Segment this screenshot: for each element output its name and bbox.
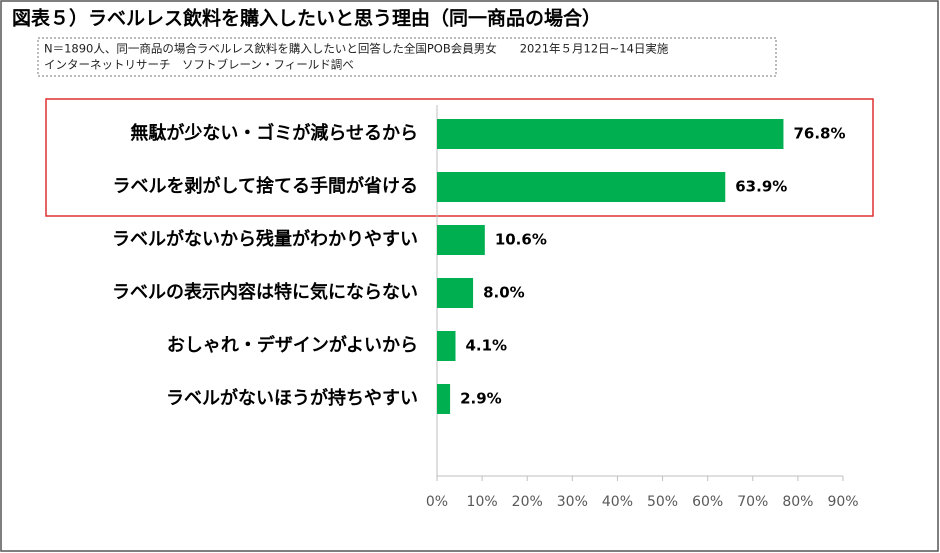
note: N＝1890人、同一商品の場合ラベルレス飲料を購入したいと回答した全国POB会員…	[44, 42, 669, 56]
value-label: 63.9%	[735, 178, 787, 196]
x-tick-label: 30%	[557, 494, 588, 510]
x-tick-label: 80%	[782, 494, 813, 510]
value-label: 10.6%	[495, 231, 547, 249]
y-tick-label: おしゃれ・デザインがよいから	[167, 334, 418, 356]
y-tick-label: 無駄が少ない・ゴミが減らせるから	[130, 122, 418, 144]
bar	[437, 119, 784, 149]
x-tick-label: 10%	[467, 494, 498, 510]
x-tick-label: 70%	[737, 494, 768, 510]
value-label: 2.9%	[460, 390, 502, 408]
y-tick-label: ラベルを剥がして捨てる手間が省ける	[113, 175, 418, 197]
value-label: 8.0%	[483, 284, 525, 302]
x-tick-label: 0%	[426, 494, 448, 510]
bar	[437, 172, 726, 202]
x-tick-label: 20%	[512, 494, 543, 510]
x-tick-label: 50%	[647, 494, 678, 510]
bar	[437, 384, 451, 414]
value-label: 4.1%	[465, 337, 507, 355]
x-tick-label: 60%	[692, 494, 723, 510]
y-tick-label: ラベルがないほうが持ちやすい	[166, 387, 418, 409]
chart-title: 図表５）ラベルレス飲料を購入したいと思う理由（同一商品の場合）	[12, 7, 601, 30]
y-tick-label: ラベルの表示内容は特に気にならない	[112, 281, 418, 303]
bar	[437, 225, 485, 255]
note: インターネットリサーチ ソフトブレーン・フィールド調べ	[44, 58, 354, 72]
x-tick-label: 90%	[827, 494, 858, 510]
y-tick-label: ラベルがないから残量がわかりやすい	[112, 228, 418, 250]
x-tick-label: 40%	[602, 494, 633, 510]
bar	[437, 331, 456, 361]
note-box	[37, 37, 777, 77]
value-label: 76.8%	[793, 125, 845, 143]
bar	[437, 278, 474, 308]
highlight-box	[45, 98, 874, 217]
